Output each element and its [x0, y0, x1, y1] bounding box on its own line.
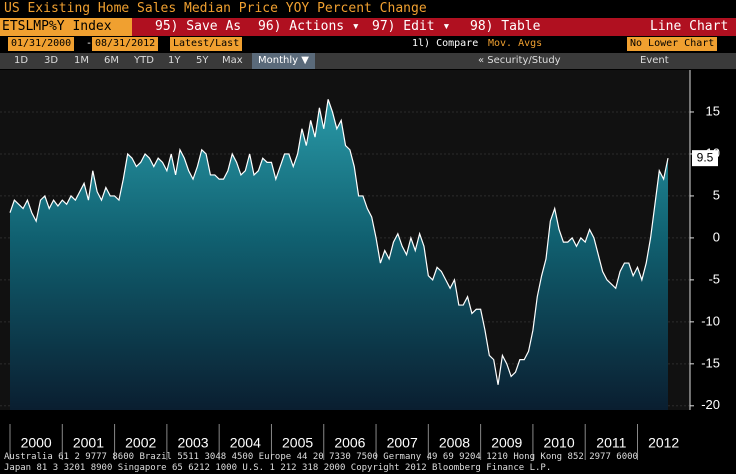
y-tick-label: 15: [706, 103, 720, 118]
line: [9, 99, 669, 385]
footer-line: Japan 81 3 3201 8900 Singapore 65 6212 1…: [4, 463, 552, 473]
save-as-tab[interactable]: 95) Save As: [155, 19, 242, 34]
x-tick-label: 2003: [177, 435, 208, 451]
chart: -20-15-10-50510159.520002001200220032004…: [0, 70, 720, 460]
range-button[interactable]: 6M: [104, 55, 119, 66]
x-tick-label: 2000: [21, 435, 52, 451]
y-tick-label: 0: [713, 229, 720, 244]
range-button[interactable]: Max: [222, 55, 243, 66]
lower-chart[interactable]: No Lower Chart: [627, 37, 718, 51]
x-tick-label: 2005: [282, 435, 313, 451]
x-tick-label: 2010: [543, 435, 574, 451]
end-date[interactable]: 08/31/2012: [92, 37, 159, 51]
x-tick-label: 2012: [648, 435, 679, 451]
y-tick-label: -20: [701, 397, 720, 412]
edit-tab[interactable]: 97) Edit ▾: [372, 19, 451, 34]
x-tick-label: 2002: [125, 435, 156, 451]
y-tick-label: -5: [708, 271, 720, 286]
x-tick-label: 2004: [230, 435, 261, 451]
last-value-box: [692, 150, 718, 167]
x-tick-label: 2011: [596, 435, 626, 451]
x-tick-label: 2009: [491, 435, 522, 451]
event[interactable]: Event: [640, 55, 669, 66]
toolbar: [0, 18, 736, 36]
title: US Existing Home Sales Median Price YOY …: [4, 1, 427, 16]
range-button[interactable]: YTD: [134, 55, 154, 66]
compare[interactable]: 1l) Compare: [412, 38, 479, 49]
date-separator: -: [86, 38, 93, 49]
x-tick-label: 2008: [439, 435, 470, 451]
x-tick-label: 2006: [334, 435, 365, 451]
security-study[interactable]: « Security/Study: [478, 55, 561, 66]
table-tab[interactable]: 98) Table: [470, 19, 541, 34]
start-date[interactable]: 01/31/2000: [8, 37, 75, 51]
x-tick-label: 2001: [73, 435, 104, 451]
footer-line: Australia 61 2 9777 8600 Brazil 5511 304…: [4, 452, 638, 462]
range-button[interactable]: 1Y: [168, 55, 181, 66]
mov-avgs[interactable]: Mov. Avgs: [488, 38, 543, 49]
range-button[interactable]: 1D: [14, 55, 29, 66]
period-select[interactable]: Monthly ▼: [252, 53, 315, 69]
range-button[interactable]: 3D: [44, 55, 59, 66]
ticker[interactable]: ETSLMP%Y Index: [0, 18, 132, 36]
y-tick-label: -10: [701, 313, 720, 328]
y-tick-label: 5: [713, 187, 720, 202]
y-tick-label: -15: [701, 355, 720, 370]
chart-kind[interactable]: Line Chart: [650, 19, 729, 34]
x-tick-label: 2007: [387, 435, 418, 451]
price-mode[interactable]: Latest/Last: [170, 37, 243, 51]
last-value-label: 9.5: [697, 150, 714, 164]
range-button[interactable]: 5Y: [196, 55, 209, 66]
area-fill: [10, 99, 668, 410]
actions-tab[interactable]: 96) Actions ▾: [258, 19, 360, 34]
range-bar: [0, 53, 736, 69]
range-button[interactable]: 1M: [74, 55, 89, 66]
